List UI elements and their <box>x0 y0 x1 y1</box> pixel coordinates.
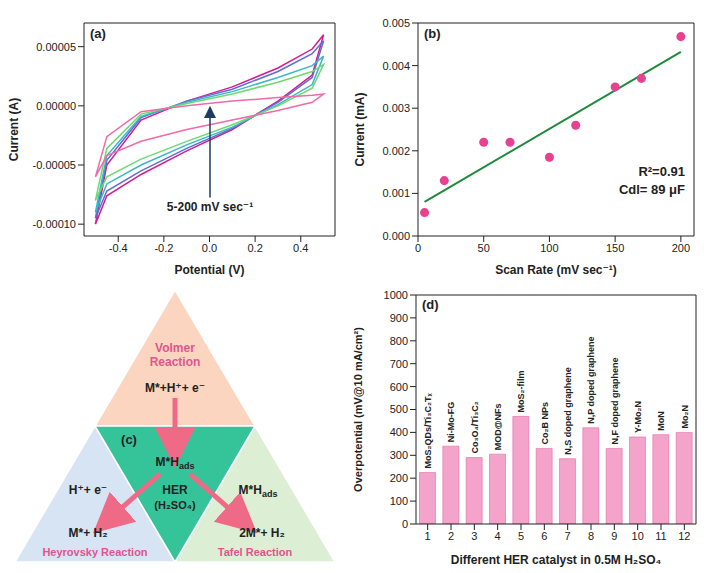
svg-text:Ni-Mo-FG: Ni-Mo-FG <box>446 402 456 443</box>
svg-text:1000: 1000 <box>384 289 408 301</box>
svg-text:Current (A): Current (A) <box>7 98 21 161</box>
svg-text:Current (mA): Current (mA) <box>353 92 367 166</box>
svg-text:(c): (c) <box>121 432 137 447</box>
svg-text:3: 3 <box>471 530 477 542</box>
svg-text:0: 0 <box>402 518 408 530</box>
svg-text:0.4: 0.4 <box>293 242 308 254</box>
svg-text:MoS₂QDs/Ti₃C₂Tₓ: MoS₂QDs/Ti₃C₂Tₓ <box>423 392 433 468</box>
svg-text:0.000: 0.000 <box>382 230 410 242</box>
svg-text:9: 9 <box>611 530 617 542</box>
svg-text:N,S doped graphene: N,S doped graphene <box>563 367 573 455</box>
svg-text:0.0: 0.0 <box>202 242 217 254</box>
svg-text:0.003: 0.003 <box>382 102 410 114</box>
svg-text:N,P doped graphene: N,P doped graphene <box>586 336 596 423</box>
svg-text:100: 100 <box>390 495 408 507</box>
svg-text:Y-Mo₂N: Y-Mo₂N <box>633 401 643 433</box>
svg-text:400: 400 <box>390 426 408 438</box>
html-text:(b): (b) <box>424 26 441 41</box>
svg-text:M*Hads: M*Hads <box>239 483 278 499</box>
svg-text:Potential (V): Potential (V) <box>174 263 244 277</box>
svg-text:MOD@NFs: MOD@NFs <box>493 403 503 450</box>
svg-text:8: 8 <box>588 530 594 542</box>
svg-text:0.2: 0.2 <box>247 242 262 254</box>
svg-text:50: 50 <box>478 242 490 254</box>
svg-text:Reaction: Reaction <box>150 355 201 369</box>
svg-text:Overpotential (mV@10 mA/cm²): Overpotential (mV@10 mA/cm²) <box>352 327 364 492</box>
svg-text:Mo₂N: Mo₂N <box>680 405 690 429</box>
svg-text:10: 10 <box>632 530 644 542</box>
svg-text:Co₃O₄/Ti₃C₂: Co₃O₄/Ti₃C₂ <box>470 401 480 453</box>
svg-text:MoS₂-film: MoS₂-film <box>516 370 526 412</box>
svg-text:Heyrovsky Reaction: Heyrovsky Reaction <box>42 546 147 558</box>
svg-text:Scan Rate (mV sec⁻¹): Scan Rate (mV sec⁻¹) <box>495 263 617 277</box>
svg-text:0.005: 0.005 <box>382 17 410 29</box>
svg-text:6: 6 <box>541 530 547 542</box>
svg-text:600: 600 <box>390 381 408 393</box>
svg-text:11: 11 <box>655 530 666 542</box>
svg-text:Co₂B NPs: Co₂B NPs <box>540 402 550 445</box>
svg-text:H⁺+ e⁻: H⁺+ e⁻ <box>69 483 107 497</box>
svg-text:M*+H⁺+ e⁻: M*+H⁺+ e⁻ <box>145 381 205 395</box>
svg-text:500: 500 <box>390 403 408 415</box>
html-text:(a): (a) <box>90 26 106 41</box>
svg-text:800: 800 <box>390 335 408 347</box>
svg-text:0.004: 0.004 <box>382 60 410 72</box>
svg-text:4: 4 <box>495 530 501 542</box>
svg-text:1: 1 <box>425 530 431 542</box>
svg-text:0: 0 <box>415 242 421 254</box>
svg-text:N,F doped graphene: N,F doped graphene <box>610 357 620 444</box>
svg-text:2M*+ H₂: 2M*+ H₂ <box>239 526 285 540</box>
svg-text:0.001: 0.001 <box>382 187 410 199</box>
svg-text:-0.00005: -0.00005 <box>33 159 76 171</box>
svg-text:0.002: 0.002 <box>382 145 410 157</box>
html-text:(d): (d) <box>422 297 439 312</box>
html-text:5-200 mV sec⁻¹: 5-200 mV sec⁻¹ <box>166 199 254 214</box>
svg-text:HER: HER <box>162 483 188 497</box>
svg-text:100: 100 <box>540 242 558 254</box>
svg-text:300: 300 <box>390 449 408 461</box>
svg-text:700: 700 <box>390 358 408 370</box>
svg-text:Different HER catalyst in 0.5M: Different HER catalyst in 0.5M H₂SO₄ <box>451 553 662 567</box>
svg-text:MoN: MoN <box>656 411 666 431</box>
svg-text:-0.00010: -0.00010 <box>33 218 76 230</box>
svg-text:Tafel Reaction: Tafel Reaction <box>218 546 293 558</box>
svg-text:7: 7 <box>565 530 571 542</box>
svg-text:M*+ H₂: M*+ H₂ <box>68 526 107 540</box>
svg-text:12: 12 <box>678 530 690 542</box>
svg-text:200: 200 <box>672 242 690 254</box>
svg-text:5: 5 <box>518 530 524 542</box>
svg-text:2: 2 <box>448 530 454 542</box>
svg-text:0.00000: 0.00000 <box>36 100 76 112</box>
svg-text:900: 900 <box>390 312 408 324</box>
svg-text:Volmer: Volmer <box>155 341 195 355</box>
svg-text:-0.4: -0.4 <box>109 242 128 254</box>
svg-text:-0.2: -0.2 <box>154 242 173 254</box>
svg-text:150: 150 <box>606 242 624 254</box>
html-text:Cdl= 89 μF: Cdl= 89 μF <box>618 182 685 198</box>
html-text:R²=0.91: R²=0.91 <box>638 164 685 180</box>
svg-text:0.00005: 0.00005 <box>36 41 76 53</box>
svg-text:M*Hads: M*Hads <box>156 455 195 471</box>
svg-text:200: 200 <box>390 472 408 484</box>
svg-text:(H₂SO₄): (H₂SO₄) <box>154 499 196 511</box>
